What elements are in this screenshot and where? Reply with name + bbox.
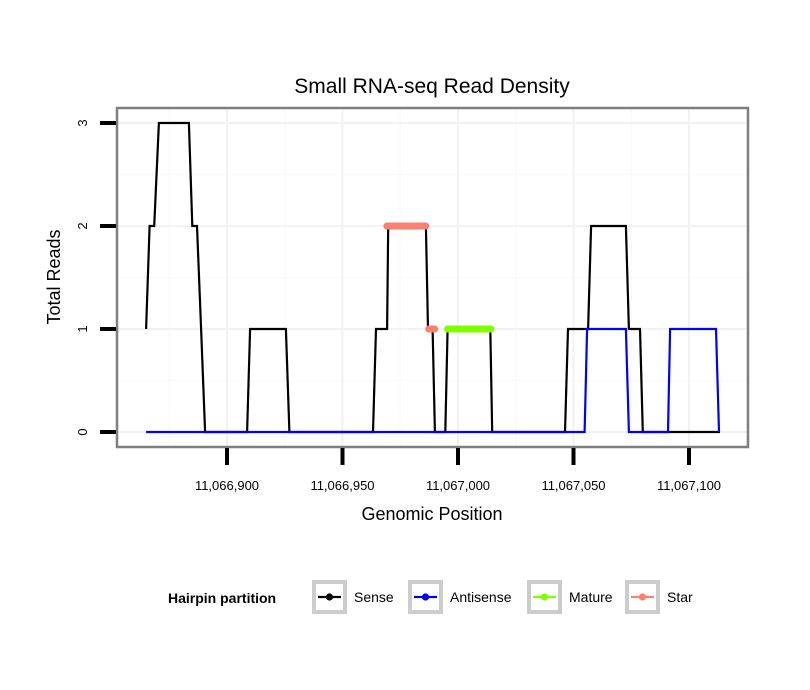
legend: Hairpin partition Sense Antisense Mature St… xyxy=(168,580,693,614)
series-antisense-line xyxy=(146,327,721,434)
legend-label: Star xyxy=(667,589,693,605)
legend-key-point xyxy=(325,593,334,601)
legend-label: Antisense xyxy=(450,589,512,605)
legend-key-point xyxy=(540,593,549,601)
y-tick-label: 2 xyxy=(75,222,90,229)
legend-entry-sense: Sense xyxy=(312,580,394,614)
y-tick-label: 1 xyxy=(75,325,90,332)
x-axis-title: Genomic Position xyxy=(361,504,502,524)
y-axis: 0 1 2 3 xyxy=(75,119,116,436)
y-axis-title: Total Reads xyxy=(44,229,64,324)
x-tick-label: 11,067,000 xyxy=(426,478,490,493)
x-tick-label: 11,066,900 xyxy=(195,478,259,493)
legend-key-point xyxy=(421,593,430,601)
y-tick-label: 3 xyxy=(75,119,90,126)
legend-key-point xyxy=(638,593,647,601)
y-tick-label: 0 xyxy=(75,428,90,435)
legend-label: Mature xyxy=(569,589,613,605)
legend-entry-mature: Mature xyxy=(527,580,613,614)
x-axis: 11,066,900 11,066,950 11,067,000 11,067,050… xyxy=(195,448,721,493)
legend-title: Hairpin partition xyxy=(168,590,276,606)
plot-panel xyxy=(115,106,750,449)
x-tick-label: 11,067,050 xyxy=(541,478,605,493)
legend-entry-star: Star xyxy=(625,580,693,614)
panel-border xyxy=(115,106,750,449)
series-layer xyxy=(145,121,721,434)
legend-label: Sense xyxy=(354,589,394,605)
legend-entry-antisense: Antisense xyxy=(408,580,512,614)
x-tick-label: 11,066,950 xyxy=(310,478,374,493)
x-tick-label: 11,067,100 xyxy=(657,478,721,493)
chart-title: Small RNA-seq Read Density xyxy=(294,75,570,98)
